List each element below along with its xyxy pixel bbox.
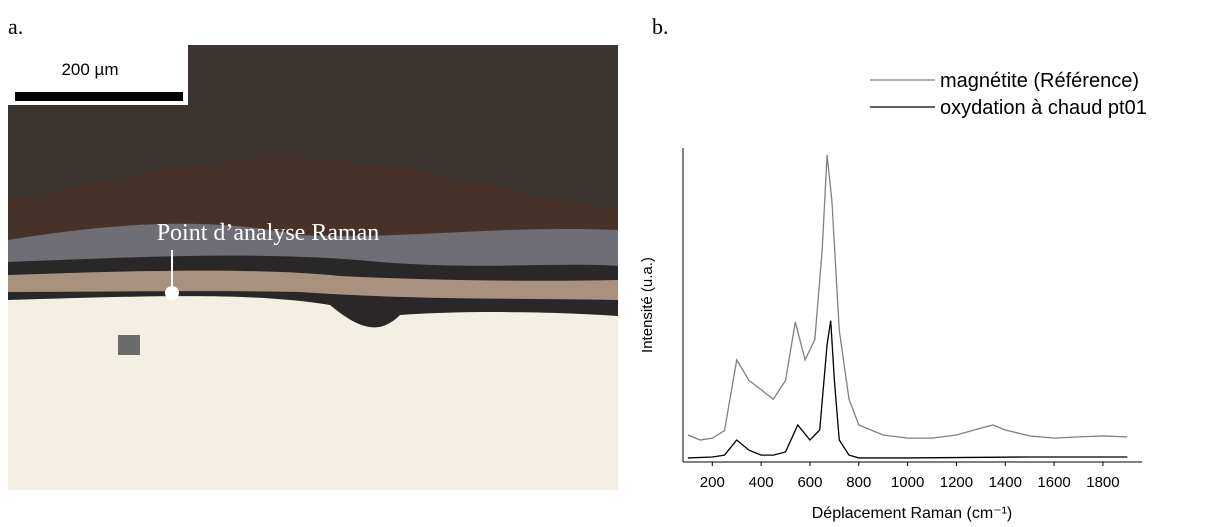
x-tick-label: 1200 xyxy=(940,474,973,491)
scale-bar-label: 200 µm xyxy=(61,60,118,79)
panel-label: a. xyxy=(8,14,23,39)
legend-label: oxydation à chaud pt01 xyxy=(940,97,1147,119)
x-tick-label: 200 xyxy=(700,474,725,491)
x-tick-label: 400 xyxy=(749,474,774,491)
x-tick-label: 1800 xyxy=(1086,474,1119,491)
x-tick-label: 1000 xyxy=(891,474,924,491)
x-tick-label: 600 xyxy=(797,474,822,491)
series-line xyxy=(687,320,1128,459)
annotation: Point d’analyse Raman xyxy=(157,220,380,246)
x-tick-label: 1600 xyxy=(1037,474,1070,491)
series-line xyxy=(687,154,1128,441)
x-tick-label: 1400 xyxy=(989,474,1022,491)
panel-label: b. xyxy=(652,14,669,39)
x-tick-label: 800 xyxy=(846,474,871,491)
y-axis-title: Intensité (u.a.) xyxy=(639,257,656,353)
legend-label: magnétite (Référence) xyxy=(940,70,1139,92)
micrograph: 200 µm Point d’analyse Raman xyxy=(8,45,618,491)
x-axis-title: Déplacement Raman (cm⁻¹) xyxy=(812,505,1013,522)
